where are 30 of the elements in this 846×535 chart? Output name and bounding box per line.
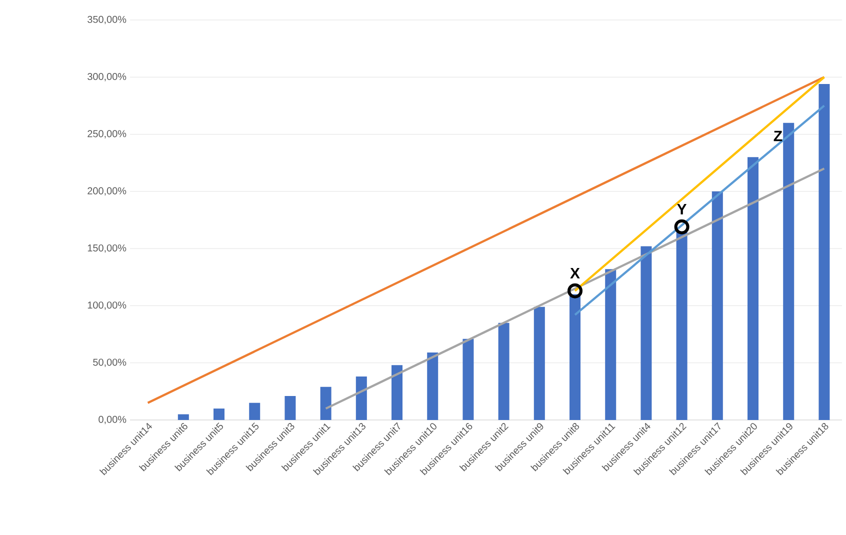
- bar: [249, 402, 260, 420]
- bar: [605, 269, 616, 420]
- bar: [356, 376, 367, 420]
- bar: [178, 414, 189, 420]
- y-tick-label: 200,00%: [88, 187, 126, 196]
- bar: [783, 122, 794, 420]
- bar: [712, 191, 723, 420]
- y-tick-label: 50,00%: [93, 358, 126, 367]
- bar: [498, 322, 510, 420]
- annotation: Y: [677, 204, 687, 214]
- bar: [214, 408, 225, 420]
- bar: [284, 396, 296, 420]
- bar: [748, 157, 759, 420]
- bar: [818, 84, 830, 420]
- y-tick-label: 350,00%: [88, 16, 126, 24]
- y-tick-label: 250,00%: [88, 130, 126, 138]
- y-tick-label: 300,00%: [88, 73, 126, 82]
- bar: [640, 246, 652, 420]
- y-tick-label: 100,00%: [88, 302, 126, 310]
- bar: [392, 365, 403, 420]
- y-tick-label: 150,00%: [88, 244, 126, 253]
- bar: [427, 352, 438, 420]
- bar: [676, 231, 688, 420]
- annotation: Z: [774, 130, 782, 142]
- bar: [320, 386, 332, 420]
- annotation: X: [570, 268, 580, 278]
- bar: [534, 306, 545, 420]
- bar: [462, 338, 474, 420]
- bar: [570, 294, 581, 420]
- y-tick-label: 0,00%: [98, 416, 126, 424]
